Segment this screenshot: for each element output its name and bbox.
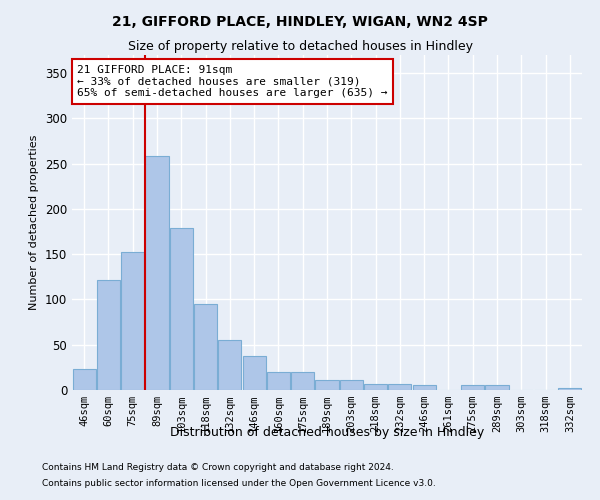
Bar bbox=[461, 386, 484, 390]
Text: Size of property relative to detached houses in Hindley: Size of property relative to detached ho… bbox=[128, 40, 473, 53]
Text: 21, GIFFORD PLACE, HINDLEY, WIGAN, WN2 4SP: 21, GIFFORD PLACE, HINDLEY, WIGAN, WN2 4… bbox=[112, 15, 488, 29]
Bar bbox=[242, 356, 266, 390]
Y-axis label: Number of detached properties: Number of detached properties bbox=[29, 135, 40, 310]
Text: 21 GIFFORD PLACE: 91sqm
← 33% of detached houses are smaller (319)
65% of semi-d: 21 GIFFORD PLACE: 91sqm ← 33% of detache… bbox=[77, 65, 388, 98]
Bar bbox=[388, 384, 412, 390]
Bar bbox=[364, 384, 387, 390]
Bar bbox=[413, 384, 436, 390]
Text: Contains HM Land Registry data © Crown copyright and database right 2024.: Contains HM Land Registry data © Crown c… bbox=[42, 464, 394, 472]
Bar bbox=[97, 280, 120, 390]
Text: Contains public sector information licensed under the Open Government Licence v3: Contains public sector information licen… bbox=[42, 478, 436, 488]
Bar bbox=[170, 228, 193, 390]
Bar bbox=[121, 252, 144, 390]
Bar bbox=[485, 386, 509, 390]
Bar bbox=[218, 340, 241, 390]
Bar bbox=[194, 304, 217, 390]
Bar bbox=[340, 380, 363, 390]
Bar bbox=[145, 156, 169, 390]
Text: Distribution of detached houses by size in Hindley: Distribution of detached houses by size … bbox=[170, 426, 484, 439]
Bar bbox=[73, 369, 95, 390]
Bar bbox=[316, 380, 338, 390]
Bar bbox=[559, 388, 581, 390]
Bar bbox=[267, 372, 290, 390]
Bar bbox=[291, 372, 314, 390]
